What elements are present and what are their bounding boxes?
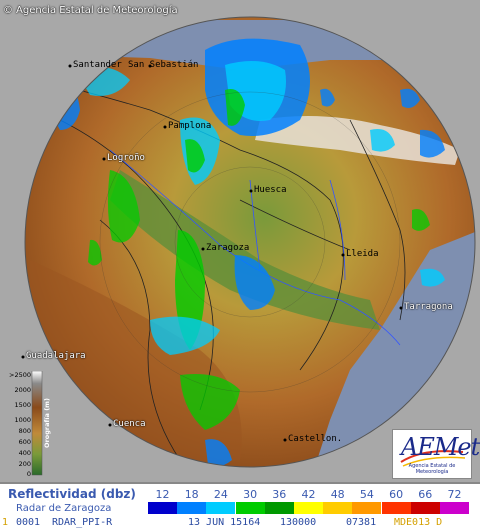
ebro-valley (110, 170, 380, 330)
legend-value-72: 72 (447, 488, 462, 501)
legend-value-36: 36 (272, 488, 287, 501)
city-pamplona: Pamplona (168, 121, 212, 131)
orography-level-4: 800 (19, 427, 31, 435)
logo-subtitle: Agencia Estatal de Meteorología (408, 463, 456, 475)
city-santander: Santander (73, 60, 122, 70)
status-code: 07381 (346, 517, 377, 528)
legend-swatch-42 (294, 502, 323, 514)
orography-level-1: 2000 (14, 386, 31, 394)
orography-level-6: 400 (19, 449, 31, 457)
legend-swatch-60 (381, 502, 411, 514)
legend-swatch-54 (352, 502, 382, 514)
legend-value-48: 48 (330, 488, 345, 501)
legend-value-42: 42 (301, 488, 316, 501)
orography-level-2: 1500 (14, 401, 31, 409)
status-product: RDAR_PPI-R (52, 517, 113, 528)
legend-value-12: 12 (155, 488, 170, 501)
orography-title: Orografía (m) (43, 398, 51, 448)
range-edge (24, 16, 476, 468)
status-tail: MDE013 D (394, 517, 443, 528)
status-id: 0001 (16, 517, 41, 528)
legend-value-24: 24 (213, 488, 228, 501)
city-tarragona: Tarragona (404, 302, 453, 312)
status-bar: 1 0001 RDAR_PPI-R 13 JUN 15164 130000 07… (0, 516, 480, 530)
orography-level-8: 0 (27, 470, 31, 478)
legend-value-18: 18 (184, 488, 199, 501)
legend-swatch-48 (323, 502, 353, 514)
city-san-sebastian: San Sebastián (128, 60, 199, 70)
orography-level-0: >2500 (9, 371, 31, 379)
logo-text: AEMet (401, 433, 480, 461)
pyrenees (255, 116, 460, 165)
city-lleida: Lleida (346, 249, 379, 259)
legend-swatch-72 (440, 502, 469, 514)
city-huesca: Huesca (254, 185, 287, 195)
legend-value-60: 60 (389, 488, 404, 501)
orography-level-7: 200 (19, 460, 31, 468)
status-time: 130000 (280, 517, 317, 528)
legend-subtitle: Radar de Zaragoza (16, 503, 112, 514)
city-markers (21, 64, 403, 442)
legend-swatch-24 (206, 502, 236, 514)
city-zaragoza: Zaragoza (206, 243, 250, 253)
city-logrono: Logroño (107, 153, 145, 163)
reflectivity-legend: Reflectividad (dbz) Radar de Zaragoza 12… (0, 482, 480, 516)
logo-swoosh-icon (400, 450, 466, 467)
legend-swatch-18 (177, 502, 207, 514)
legend-swatch-66 (410, 502, 440, 514)
legend-value-66: 66 (418, 488, 433, 501)
copyright-symbol: © (3, 4, 13, 16)
city-castellon: Castellon. (288, 434, 343, 444)
precipitation-echoes (49, 38, 445, 467)
orography-level-5: 600 (19, 438, 31, 446)
legend-title: Reflectividad (dbz) (8, 487, 136, 501)
city-cuenca: Cuenca (113, 419, 146, 429)
orography-legend: >2500 2000 1500 1000 800 600 400 200 0 O… (9, 371, 51, 478)
legend-value-30: 30 (243, 488, 258, 501)
status-flag: 1 (2, 517, 9, 528)
orography-level-3: 1000 (14, 416, 31, 424)
legend-value-54: 54 (359, 488, 374, 501)
legend-swatch-12 (148, 502, 177, 514)
radar-map[interactable] (0, 0, 480, 482)
aemet-logo: AEMet Agencia Estatal de Meteorología (392, 429, 480, 479)
agency-name: Agencia Estatal de Meteorología (16, 4, 178, 16)
status-date: 13 JUN 15164 (188, 517, 261, 528)
legend-swatch-30 (235, 502, 265, 514)
city-guadalajara: Guadalajara (26, 351, 86, 361)
legend-swatch-36 (264, 502, 294, 514)
map-header: © Agencia Estatal de Meteorología (0, 0, 178, 20)
range-rings (99, 91, 401, 393)
